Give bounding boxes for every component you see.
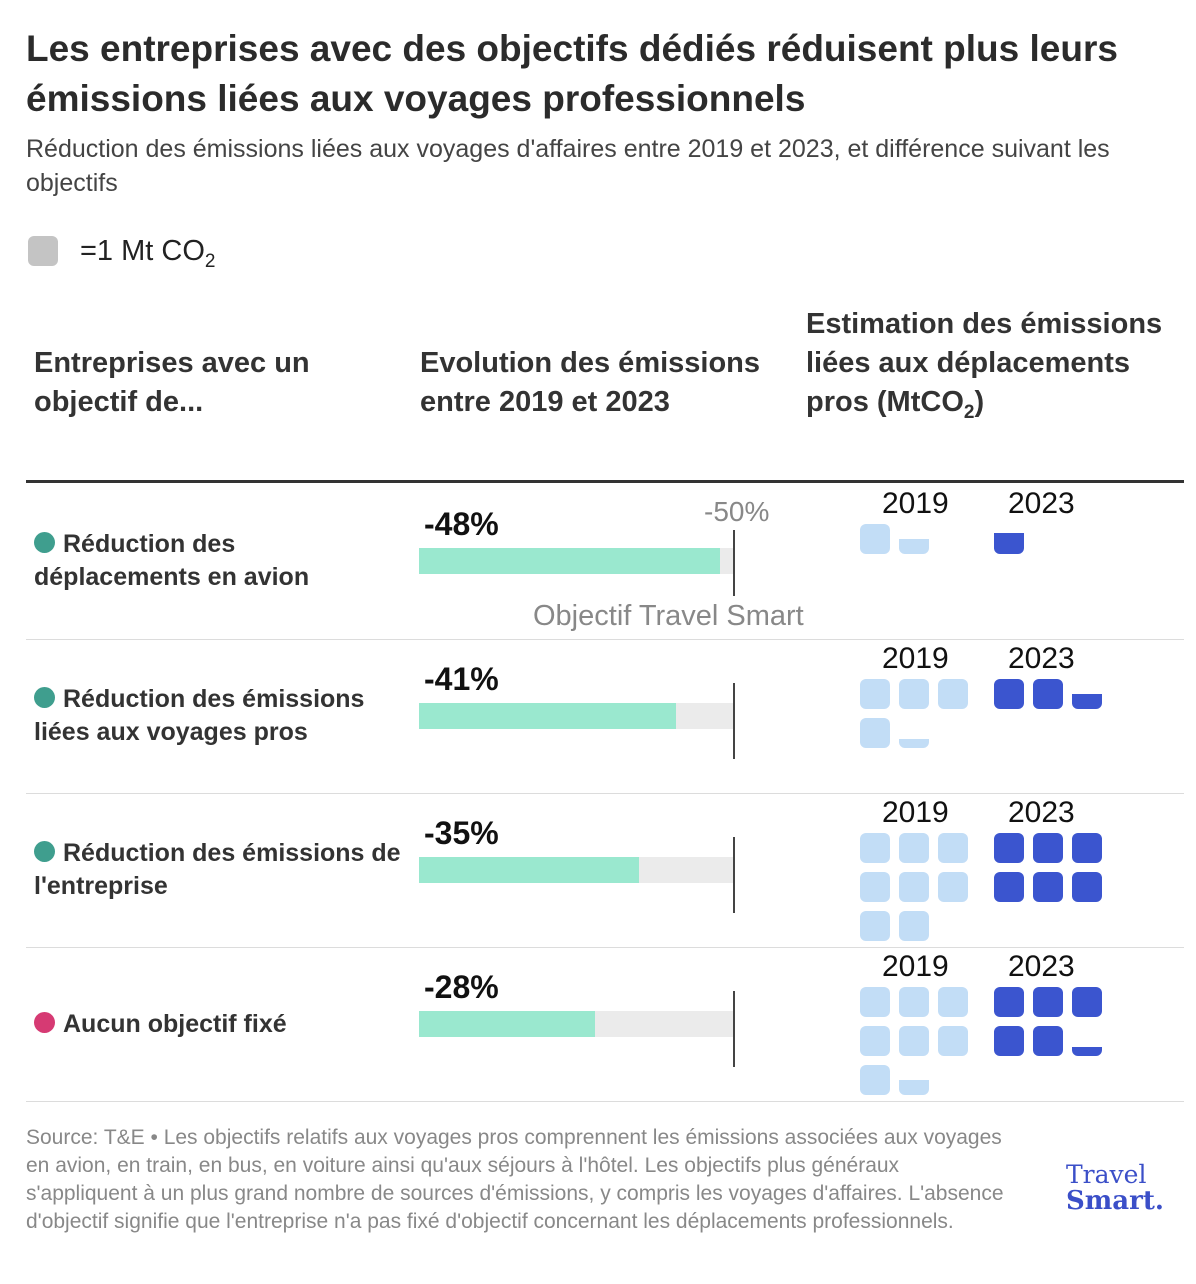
emissions-2019-square xyxy=(938,1026,968,1056)
category-dot xyxy=(34,841,55,862)
emissions-2023-square xyxy=(1072,1026,1102,1056)
row-label: Réduction des émissions de l'entreprise xyxy=(34,837,404,903)
header-rule xyxy=(26,480,1184,483)
emissions-2023-square xyxy=(1033,679,1063,709)
emissions-2019-square xyxy=(899,833,929,863)
target-line xyxy=(733,530,735,596)
emissions-2019-square xyxy=(938,987,968,1017)
row-label-text: Aucun objectif fixé xyxy=(63,1010,287,1038)
emissions-2019-square xyxy=(938,679,968,709)
target-line xyxy=(733,837,735,913)
emissions-2023-square xyxy=(1033,872,1063,902)
row-separator xyxy=(26,1101,1184,1102)
row-separator xyxy=(26,639,1184,640)
column-header-evolution: Evolution des émissions entre 2019 et 20… xyxy=(420,347,761,418)
row-label-text: Réduction des émissions de l'entreprise xyxy=(34,839,401,900)
column-header-emissions: Estimation des émissions liées aux dépla… xyxy=(806,308,1163,423)
target-line xyxy=(733,991,735,1067)
source-note: Source: T&E • Les objectifs relatifs aux… xyxy=(26,1126,1004,1233)
emissions-2023-square xyxy=(1033,1026,1063,1056)
emissions-2019-square xyxy=(899,1065,929,1095)
category-dot xyxy=(34,532,55,553)
emissions-2023-square xyxy=(1072,679,1102,709)
emissions-2023-square xyxy=(994,987,1024,1017)
year-label-2019: 2019 xyxy=(882,950,949,983)
bar xyxy=(419,1011,595,1037)
target-line xyxy=(733,683,735,759)
bar xyxy=(419,548,721,574)
emissions-2023-square xyxy=(1072,987,1102,1017)
emissions-2019-square xyxy=(899,1026,929,1056)
bar-track xyxy=(419,703,733,729)
emissions-2019-square xyxy=(860,1065,890,1095)
emissions-2023-square xyxy=(1072,872,1102,902)
emissions-2019-square xyxy=(899,524,929,554)
emissions-2019-square xyxy=(899,987,929,1017)
bar xyxy=(419,857,639,883)
emissions-2019-square xyxy=(899,718,929,748)
legend-label: =1 Mt CO2 xyxy=(80,235,216,272)
target-value-label: -50% xyxy=(704,496,770,527)
bar-track xyxy=(419,548,733,574)
year-label-2019: 2019 xyxy=(882,487,949,520)
emissions-2019-square xyxy=(860,1026,890,1056)
emissions-2023-square xyxy=(1033,987,1063,1017)
year-label-2023: 2023 xyxy=(1008,487,1075,520)
target-caption: Objectif Travel Smart xyxy=(533,600,804,632)
emissions-2019-square xyxy=(899,872,929,902)
bar-track xyxy=(419,1011,733,1037)
column-header-objective: Entreprises avec un objectif de... xyxy=(34,347,310,418)
legend-swatch xyxy=(28,236,58,266)
emissions-2019-square xyxy=(899,679,929,709)
row-separator xyxy=(26,793,1184,794)
emissions-2023-square xyxy=(994,833,1024,863)
emissions-2019-square xyxy=(938,872,968,902)
year-label-2023: 2023 xyxy=(1008,642,1075,675)
emissions-2019-square xyxy=(899,911,929,941)
percent-label: -35% xyxy=(424,815,499,851)
category-dot xyxy=(34,687,55,708)
row-label-text: Réduction des émissions liées aux voyage… xyxy=(34,685,365,746)
chart-subtitle: Réduction des émissions liées aux voyage… xyxy=(26,135,1110,197)
row-label: Réduction des déplacements en avion xyxy=(34,528,404,594)
emissions-2023-square xyxy=(1033,833,1063,863)
emissions-2023-square xyxy=(994,1026,1024,1056)
emissions-2023-square xyxy=(994,679,1024,709)
emissions-2023-square xyxy=(994,872,1024,902)
emissions-2019-square xyxy=(938,833,968,863)
row-separator xyxy=(26,947,1184,948)
emissions-2019-square xyxy=(860,524,890,554)
emissions-2019-square xyxy=(860,679,890,709)
emissions-2019-square xyxy=(860,718,890,748)
emissions-2019-square xyxy=(860,987,890,1017)
percent-label: -41% xyxy=(424,661,499,697)
bar-track xyxy=(419,857,733,883)
category-dot xyxy=(34,1012,55,1033)
bar xyxy=(419,703,677,729)
emissions-2019-square xyxy=(860,872,890,902)
row-label-text: Réduction des déplacements en avion xyxy=(34,530,310,591)
chart-title: Les entreprises avec des objectifs dédié… xyxy=(26,28,1118,119)
percent-label: -28% xyxy=(424,969,499,1005)
year-label-2023: 2023 xyxy=(1008,796,1075,829)
emissions-2019-square xyxy=(860,911,890,941)
emissions-2019-square xyxy=(860,833,890,863)
emissions-2023-square xyxy=(994,524,1024,554)
row-label: Aucun objectif fixé xyxy=(34,1008,404,1041)
travel-smart-logo: Travel Smart. xyxy=(1066,1160,1164,1216)
year-label-2023: 2023 xyxy=(1008,950,1075,983)
row-label: Réduction des émissions liées aux voyage… xyxy=(34,683,404,749)
emissions-2023-square xyxy=(1072,833,1102,863)
year-label-2019: 2019 xyxy=(882,796,949,829)
year-label-2019: 2019 xyxy=(882,642,949,675)
percent-label: -48% xyxy=(424,506,499,542)
